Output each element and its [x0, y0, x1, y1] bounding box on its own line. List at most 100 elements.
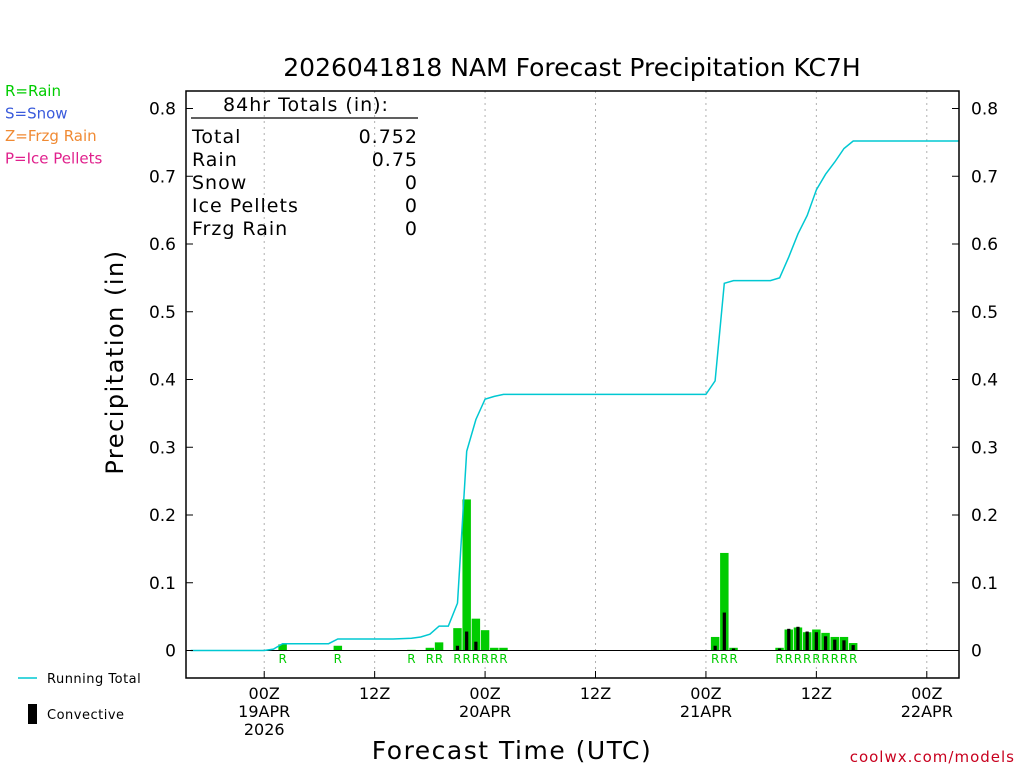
- totals-row-label: Total: [191, 126, 241, 148]
- legend-item: Convective: [47, 708, 125, 723]
- precip-type-label: R: [711, 652, 719, 666]
- source-credit: coolwx.com/models: [850, 748, 1015, 766]
- totals-row-value: 0.75: [372, 149, 418, 171]
- precip-bar: [278, 644, 287, 651]
- precip-type-label: R: [812, 652, 820, 666]
- y-tick-label: 0.5: [149, 303, 176, 323]
- y-tick-label-right: 0.8: [971, 100, 998, 120]
- x-tick-label: 00Z: [690, 684, 721, 703]
- convective-bar: [851, 645, 855, 651]
- precip-bar: [480, 630, 490, 651]
- precip-type-label: R: [720, 652, 728, 666]
- precip-type-label: R: [426, 652, 434, 666]
- convective-bar: [823, 636, 828, 651]
- y-tick-label-right: 0.1: [971, 574, 998, 594]
- precip-type-label: R: [407, 652, 415, 666]
- totals-row-label: Ice Pellets: [192, 195, 299, 217]
- convective-bar: [805, 631, 809, 651]
- precip-type-label: R: [840, 652, 848, 666]
- x-tick-label: 00Z: [469, 684, 500, 703]
- precip-type-label: R: [435, 652, 443, 666]
- totals-rows: Total 0.752 Rain 0.75 Snow 0 Ice Pellets 0 Frzg …: [191, 126, 418, 240]
- precip-type-label: R: [849, 652, 857, 666]
- y-axis-title: Precipitation (in): [101, 249, 129, 474]
- totals-header: 84hr Totals (in):: [223, 94, 389, 116]
- precip-type-label: R: [803, 652, 811, 666]
- precip-type-label: R: [785, 652, 793, 666]
- y-tick-label: 0.4: [149, 371, 176, 391]
- precip-bar: [471, 618, 481, 651]
- y-tick-label: 0: [165, 642, 176, 662]
- legend-item: Z=Frzg Rain: [5, 127, 97, 145]
- precip-bar: [434, 642, 444, 651]
- x-tick-label: 2026: [244, 720, 285, 739]
- precip-bar: [333, 645, 343, 651]
- convective-bar: [455, 645, 460, 651]
- y-tick-label-right: 0.7: [971, 167, 998, 187]
- convective-bar: [465, 631, 469, 651]
- totals-row-value: 0: [405, 172, 418, 194]
- y-axis-right: 0 0.1 0.2 0.3 0.4 0.5 0.6 0.7 0.8: [952, 100, 998, 662]
- y-tick-label: 0.1: [149, 574, 176, 594]
- precip-type-label: R: [334, 652, 342, 666]
- y-axis-left: 0 0.1 0.2 0.3 0.4 0.5 0.6 0.7 0.8: [149, 100, 193, 662]
- precip-bar: [462, 499, 471, 651]
- precip-type-label: R: [472, 652, 480, 666]
- precip-bar: [490, 647, 499, 651]
- series-legend: Running Total Convective: [18, 672, 141, 724]
- running-total-line: [190, 140, 959, 652]
- precip-bar: [710, 636, 720, 651]
- precip-type-label: R: [481, 652, 489, 666]
- convective-bar: [787, 628, 791, 651]
- precip-type-label: R: [453, 652, 461, 666]
- precip-bar: [720, 552, 729, 651]
- legend-item: R=Rain: [5, 82, 61, 100]
- precip-type-label: R: [490, 652, 498, 666]
- y-tick-label-right: 0.4: [971, 371, 998, 391]
- precip-type-label: R: [463, 652, 471, 666]
- precipitation-bars: [278, 499, 858, 651]
- precip-type-label: R: [729, 652, 737, 666]
- x-tick-label: 19APR: [238, 702, 290, 721]
- y-tick-label-right: 0: [971, 642, 982, 662]
- legend-item: Running Total: [47, 672, 141, 687]
- x-tick-label: 22APR: [901, 702, 953, 721]
- convective-bar: [731, 648, 736, 651]
- y-tick-label: 0.8: [149, 100, 176, 120]
- y-tick-label-right: 0.6: [971, 235, 998, 255]
- x-tick-label: 12Z: [359, 684, 390, 703]
- convective-bar: [713, 645, 717, 651]
- totals-box: 84hr Totals (in): Total 0.752 Rain 0.75 Snow…: [191, 94, 418, 240]
- convective-swatch: [28, 704, 37, 724]
- convective-bar: [474, 641, 478, 651]
- convective-bar: [777, 648, 782, 651]
- precip-bar: [499, 647, 508, 651]
- convective-bar: [722, 612, 726, 651]
- precip-type-label: R: [775, 652, 783, 666]
- x-tick-label: 12Z: [580, 684, 611, 703]
- totals-row-label: Rain: [192, 149, 238, 171]
- y-tick-label: 0.6: [149, 235, 176, 255]
- totals-row-value: 0.752: [359, 126, 418, 148]
- convective-bar: [796, 626, 800, 651]
- y-tick-label-right: 0.5: [971, 303, 998, 323]
- plot-frame: [185, 90, 960, 679]
- precip-bar: [453, 628, 462, 651]
- y-tick-label: 0.3: [149, 438, 176, 458]
- precip-type-label: R: [794, 652, 802, 666]
- x-axis-title: Forecast Time (UTC): [372, 736, 652, 765]
- totals-row-value: 0: [405, 195, 418, 217]
- x-tick-label: 00Z: [249, 684, 280, 703]
- precip-bar: [425, 647, 435, 651]
- y-tick-label-right: 0.3: [971, 438, 998, 458]
- totals-row-label: Snow: [192, 172, 247, 194]
- legend-item: S=Snow: [5, 105, 68, 123]
- x-tick-label: 12Z: [801, 684, 832, 703]
- precip-type-label: R: [499, 652, 507, 666]
- precip-type-label: R: [821, 652, 829, 666]
- totals-row-label: Frzg Rain: [192, 218, 288, 240]
- precip-type-label: R: [831, 652, 839, 666]
